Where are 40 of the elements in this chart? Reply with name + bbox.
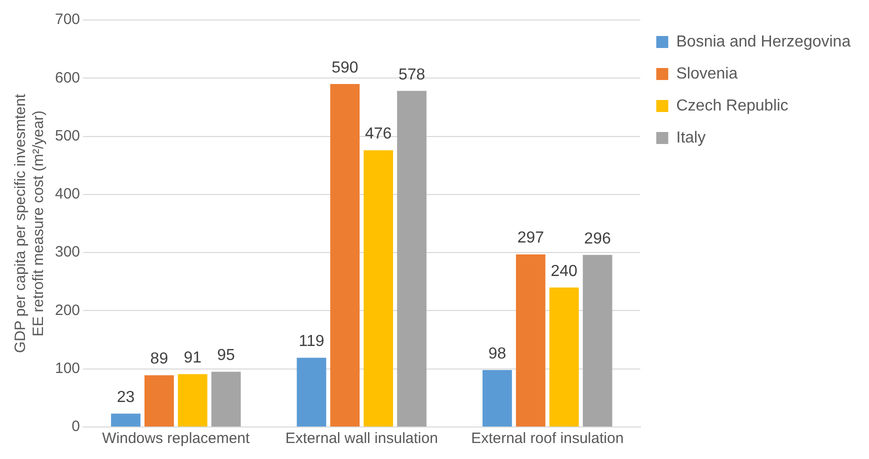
data-label: 240 <box>550 262 578 280</box>
x-tick-label: External roof insulation <box>471 430 624 448</box>
bar <box>482 370 512 426</box>
bar <box>144 375 174 426</box>
bar <box>111 414 140 426</box>
data-label: 89 <box>150 350 168 368</box>
y-tick-label: 600 <box>54 69 80 86</box>
data-label: 98 <box>488 345 506 362</box>
y-tick-label: 400 <box>54 186 80 203</box>
y-axis-title: GDP per capita per specific invesmtent EE retrofit measure cost (m²/year) <box>12 93 48 354</box>
bar <box>364 150 394 426</box>
x-tick-label: External wall insulation <box>285 430 438 448</box>
data-label: 476 <box>365 126 392 143</box>
legend-label: Czech Republic <box>676 97 788 114</box>
y-tick-label: 100 <box>54 360 80 377</box>
data-label: 297 <box>517 230 544 247</box>
data-label: 23 <box>116 389 135 406</box>
data-label: 91 <box>184 349 202 366</box>
y-tick-label: 500 <box>54 127 80 144</box>
bar <box>516 254 546 426</box>
bar <box>211 372 241 426</box>
y-tick-label: 0 <box>72 418 80 436</box>
y-tick-label: 700 <box>54 11 80 28</box>
data-label: 590 <box>332 59 358 76</box>
data-label: 95 <box>217 347 236 364</box>
legend-label: Slovenia <box>676 65 738 82</box>
data-label: 296 <box>584 230 611 248</box>
y-tick-label: 200 <box>54 302 80 319</box>
bar <box>397 90 426 426</box>
legend-label: Italy <box>676 129 706 146</box>
bar <box>582 254 612 426</box>
x-tick-label: Windows replacement <box>102 430 251 448</box>
bar <box>549 287 579 426</box>
y-tick-label: 300 <box>54 244 80 261</box>
bar <box>296 358 326 426</box>
bar <box>330 84 360 426</box>
bar <box>178 374 208 426</box>
data-label: 119 <box>298 333 324 350</box>
data-label: 578 <box>398 66 426 84</box>
legend-label: Bosnia and Herzegovina <box>676 33 851 50</box>
